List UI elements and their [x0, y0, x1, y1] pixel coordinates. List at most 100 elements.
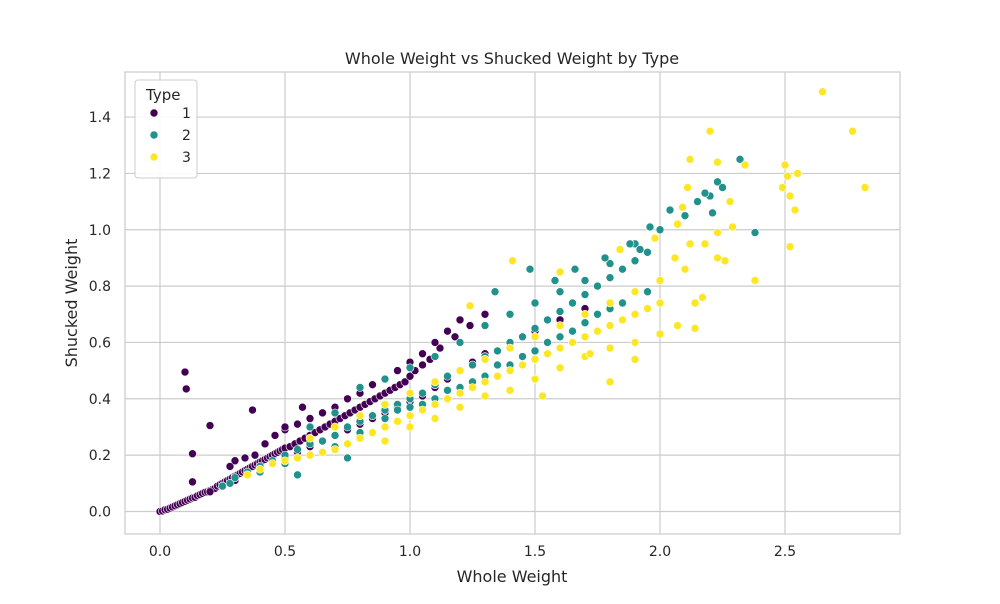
data-point — [418, 405, 427, 415]
data-point — [280, 422, 290, 432]
data-point — [708, 208, 717, 218]
x-tick-label: 1.5 — [524, 544, 546, 560]
data-point — [570, 264, 580, 274]
data-point — [430, 352, 440, 361]
data-point — [713, 253, 722, 263]
data-point — [605, 321, 615, 330]
data-point — [543, 338, 552, 347]
data-point — [530, 298, 540, 308]
data-point — [630, 287, 640, 297]
data-point — [818, 87, 827, 97]
data-point — [580, 290, 590, 299]
data-point — [480, 377, 490, 387]
data-point — [230, 456, 240, 466]
data-point — [655, 329, 665, 339]
data-point — [318, 448, 327, 457]
data-point — [650, 233, 660, 243]
data-point — [405, 371, 415, 381]
data-point — [343, 422, 352, 432]
data-point — [518, 332, 527, 342]
y-tick-label: 0.2 — [89, 448, 111, 464]
data-point — [550, 276, 560, 285]
data-point — [685, 239, 695, 249]
data-point — [405, 363, 415, 373]
data-point — [443, 394, 452, 404]
data-point — [380, 422, 390, 432]
data-point — [690, 324, 700, 333]
data-point — [580, 318, 590, 328]
data-point — [230, 473, 240, 482]
data-point — [750, 276, 760, 285]
data-point — [643, 247, 652, 257]
data-point — [181, 384, 191, 394]
data-point — [380, 374, 390, 384]
data-point — [430, 414, 440, 423]
data-point — [555, 267, 565, 277]
data-point — [380, 400, 390, 409]
data-point — [580, 309, 590, 319]
data-point — [255, 464, 265, 474]
data-point — [430, 400, 440, 409]
legend-frame — [134, 79, 198, 179]
data-point — [380, 414, 390, 423]
data-point — [225, 462, 235, 471]
data-point — [630, 309, 640, 319]
data-point — [618, 315, 627, 325]
y-tick-label: 0.4 — [89, 392, 111, 408]
data-point — [593, 281, 602, 291]
data-point — [343, 453, 352, 463]
data-point — [593, 326, 602, 336]
data-point — [555, 287, 565, 297]
data-point — [455, 338, 465, 347]
data-point — [568, 338, 577, 347]
data-point — [530, 374, 540, 384]
data-point — [670, 253, 680, 263]
data-point — [455, 315, 465, 325]
data-point — [530, 346, 540, 356]
data-point — [380, 436, 390, 446]
data-point — [405, 411, 415, 420]
y-tick-label: 1.0 — [89, 223, 111, 239]
data-point — [505, 386, 515, 395]
data-point — [260, 439, 270, 449]
data-point — [243, 470, 252, 480]
data-point — [305, 433, 315, 443]
data-point — [468, 383, 477, 392]
legend-marker-1 — [149, 108, 159, 118]
data-point — [713, 157, 722, 167]
data-point — [343, 394, 352, 404]
data-point — [205, 421, 215, 430]
data-point — [665, 205, 675, 215]
x-tick-label: 0.0 — [149, 544, 171, 560]
data-point — [615, 245, 625, 254]
data-point — [705, 126, 715, 136]
data-point — [480, 309, 490, 319]
data-point — [505, 309, 515, 319]
data-point — [785, 191, 795, 201]
data-point — [280, 456, 290, 466]
data-point — [580, 276, 590, 285]
data-point — [740, 160, 750, 170]
data-point — [630, 256, 640, 266]
data-point — [683, 183, 692, 192]
data-point — [518, 360, 527, 370]
data-point — [250, 450, 260, 460]
data-point — [305, 414, 315, 423]
data-point — [393, 366, 402, 375]
data-point — [685, 155, 695, 164]
data-point — [405, 422, 415, 432]
data-point — [790, 205, 800, 215]
y-tick-label: 1.2 — [89, 166, 111, 182]
data-point — [248, 405, 257, 415]
data-point — [625, 239, 635, 249]
data-point — [450, 332, 460, 342]
data-point — [225, 478, 235, 488]
plot-frame — [124, 71, 901, 535]
y-tick-label: 0.0 — [89, 504, 111, 520]
data-point — [655, 225, 665, 235]
data-point — [293, 453, 302, 463]
data-point — [780, 160, 790, 170]
data-point — [783, 171, 792, 181]
data-point — [305, 422, 315, 432]
